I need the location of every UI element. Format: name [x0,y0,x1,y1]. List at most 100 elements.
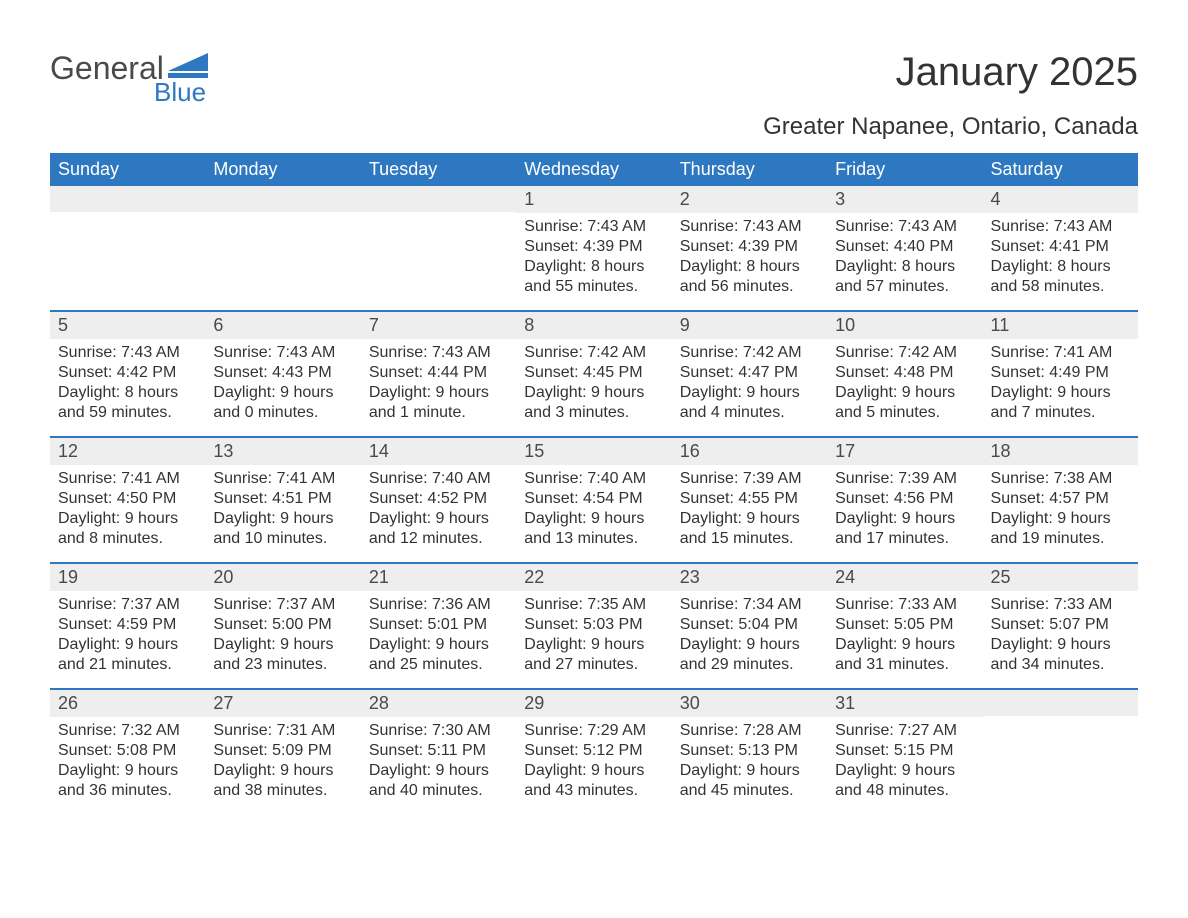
day-sunrise-text: Sunrise: 7:40 AM [524,469,663,489]
day-cell [205,186,360,310]
day-sunset-text: Sunset: 5:05 PM [835,615,974,635]
weekday-header-row: Sunday Monday Tuesday Wednesday Thursday… [50,153,1138,186]
day-number: 4 [983,186,1138,213]
day-number: 10 [827,312,982,339]
day-sunset-text: Sunset: 5:01 PM [369,615,508,635]
day-sunset-text: Sunset: 4:52 PM [369,489,508,509]
day-sunrise-text: Sunrise: 7:42 AM [524,343,663,363]
day-dl1-text: Daylight: 9 hours [835,761,974,781]
day-sunrise-text: Sunrise: 7:43 AM [213,343,352,363]
day-dl1-text: Daylight: 9 hours [680,635,819,655]
day-cell: 7Sunrise: 7:43 AMSunset: 4:44 PMDaylight… [361,312,516,436]
day-number: 3 [827,186,982,213]
day-sunset-text: Sunset: 4:48 PM [835,363,974,383]
day-dl1-text: Daylight: 9 hours [213,383,352,403]
day-sunrise-text: Sunrise: 7:39 AM [835,469,974,489]
day-number: 17 [827,438,982,465]
day-number: 31 [827,690,982,717]
day-body: Sunrise: 7:39 AMSunset: 4:56 PMDaylight:… [827,465,982,555]
day-dl2-text: and 19 minutes. [991,529,1130,549]
weeks-container: 1Sunrise: 7:43 AMSunset: 4:39 PMDaylight… [50,186,1138,814]
logo-text-general: General [50,50,164,87]
day-sunset-text: Sunset: 4:59 PM [58,615,197,635]
day-cell: 26Sunrise: 7:32 AMSunset: 5:08 PMDayligh… [50,690,205,814]
day-dl2-text: and 43 minutes. [524,781,663,801]
day-number: 22 [516,564,671,591]
day-dl1-text: Daylight: 9 hours [524,383,663,403]
day-dl1-text: Daylight: 8 hours [680,257,819,277]
day-sunset-text: Sunset: 5:11 PM [369,741,508,761]
day-dl2-text: and 10 minutes. [213,529,352,549]
week-row: 1Sunrise: 7:43 AMSunset: 4:39 PMDaylight… [50,186,1138,310]
day-dl1-text: Daylight: 9 hours [524,761,663,781]
empty-day-number [205,186,360,212]
day-dl2-text: and 57 minutes. [835,277,974,297]
day-body: Sunrise: 7:43 AMSunset: 4:39 PMDaylight:… [672,213,827,303]
day-dl2-text: and 31 minutes. [835,655,974,675]
day-cell: 2Sunrise: 7:43 AMSunset: 4:39 PMDaylight… [672,186,827,310]
day-body: Sunrise: 7:40 AMSunset: 4:52 PMDaylight:… [361,465,516,555]
weekday-header: Wednesday [516,153,671,186]
day-dl2-text: and 34 minutes. [991,655,1130,675]
day-body: Sunrise: 7:40 AMSunset: 4:54 PMDaylight:… [516,465,671,555]
day-body: Sunrise: 7:33 AMSunset: 5:05 PMDaylight:… [827,591,982,681]
day-cell: 9Sunrise: 7:42 AMSunset: 4:47 PMDaylight… [672,312,827,436]
day-body: Sunrise: 7:31 AMSunset: 5:09 PMDaylight:… [205,717,360,807]
day-dl1-text: Daylight: 9 hours [369,635,508,655]
day-body: Sunrise: 7:42 AMSunset: 4:47 PMDaylight:… [672,339,827,429]
day-number: 19 [50,564,205,591]
day-body: Sunrise: 7:43 AMSunset: 4:41 PMDaylight:… [983,213,1138,303]
day-body: Sunrise: 7:43 AMSunset: 4:44 PMDaylight:… [361,339,516,429]
weekday-header: Sunday [50,153,205,186]
day-sunset-text: Sunset: 5:09 PM [213,741,352,761]
day-dl2-text: and 55 minutes. [524,277,663,297]
day-dl2-text: and 0 minutes. [213,403,352,423]
empty-day-number [361,186,516,212]
day-sunset-text: Sunset: 4:47 PM [680,363,819,383]
day-number: 15 [516,438,671,465]
day-sunset-text: Sunset: 5:07 PM [991,615,1130,635]
day-number: 28 [361,690,516,717]
day-dl1-text: Daylight: 9 hours [524,509,663,529]
day-sunset-text: Sunset: 4:42 PM [58,363,197,383]
day-body: Sunrise: 7:41 AMSunset: 4:51 PMDaylight:… [205,465,360,555]
day-dl1-text: Daylight: 9 hours [991,635,1130,655]
day-cell: 13Sunrise: 7:41 AMSunset: 4:51 PMDayligh… [205,438,360,562]
day-cell: 8Sunrise: 7:42 AMSunset: 4:45 PMDaylight… [516,312,671,436]
day-dl1-text: Daylight: 9 hours [213,509,352,529]
day-dl2-text: and 23 minutes. [213,655,352,675]
day-cell: 10Sunrise: 7:42 AMSunset: 4:48 PMDayligh… [827,312,982,436]
day-sunset-text: Sunset: 4:43 PM [213,363,352,383]
day-dl1-text: Daylight: 9 hours [58,635,197,655]
day-sunrise-text: Sunrise: 7:33 AM [835,595,974,615]
day-sunrise-text: Sunrise: 7:43 AM [835,217,974,237]
empty-day-number [983,690,1138,716]
day-cell: 22Sunrise: 7:35 AMSunset: 5:03 PMDayligh… [516,564,671,688]
day-sunrise-text: Sunrise: 7:29 AM [524,721,663,741]
day-dl1-text: Daylight: 8 hours [991,257,1130,277]
day-sunrise-text: Sunrise: 7:31 AM [213,721,352,741]
logo-text-blue: Blue [154,77,208,108]
day-dl1-text: Daylight: 9 hours [369,761,508,781]
day-number: 23 [672,564,827,591]
weekday-header: Tuesday [361,153,516,186]
day-number: 30 [672,690,827,717]
weekday-header: Thursday [672,153,827,186]
day-body: Sunrise: 7:43 AMSunset: 4:40 PMDaylight:… [827,213,982,303]
day-number: 20 [205,564,360,591]
day-body: Sunrise: 7:34 AMSunset: 5:04 PMDaylight:… [672,591,827,681]
day-number: 8 [516,312,671,339]
day-sunrise-text: Sunrise: 7:41 AM [58,469,197,489]
day-cell: 1Sunrise: 7:43 AMSunset: 4:39 PMDaylight… [516,186,671,310]
day-sunrise-text: Sunrise: 7:41 AM [213,469,352,489]
day-number: 21 [361,564,516,591]
day-cell: 6Sunrise: 7:43 AMSunset: 4:43 PMDaylight… [205,312,360,436]
day-body: Sunrise: 7:28 AMSunset: 5:13 PMDaylight:… [672,717,827,807]
day-cell: 5Sunrise: 7:43 AMSunset: 4:42 PMDaylight… [50,312,205,436]
day-dl2-text: and 58 minutes. [991,277,1130,297]
day-dl2-text: and 45 minutes. [680,781,819,801]
day-sunrise-text: Sunrise: 7:42 AM [835,343,974,363]
day-dl1-text: Daylight: 9 hours [369,383,508,403]
day-cell: 15Sunrise: 7:40 AMSunset: 4:54 PMDayligh… [516,438,671,562]
day-cell: 14Sunrise: 7:40 AMSunset: 4:52 PMDayligh… [361,438,516,562]
